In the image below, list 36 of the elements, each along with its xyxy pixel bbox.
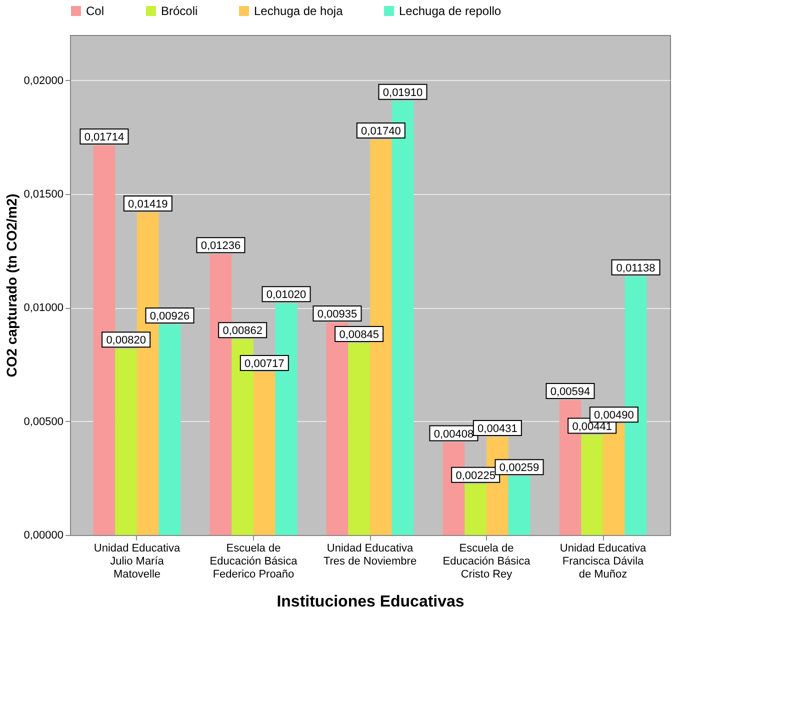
x-tick-label: Unidad Educativa Julio María Matovelle <box>94 542 181 580</box>
y-tick-label: 0,01500 <box>24 188 64 201</box>
data-label: 0,00490 <box>594 410 634 422</box>
y-tick-label: 0,00000 <box>24 530 64 542</box>
data-label: 0,00225 <box>456 470 496 482</box>
x-tick-label: Unidad Educativa Tres de Noviembre <box>323 542 417 568</box>
data-label: 0,01020 <box>266 289 306 302</box>
data-label: 0,00820 <box>106 334 146 347</box>
data-label: 0,00862 <box>222 325 262 338</box>
y-axis-title: CO2 capturado (tn CO2/m2) <box>4 194 20 378</box>
data-label: 0,01236 <box>200 240 241 252</box>
data-label: 0,01714 <box>84 131 124 144</box>
data-label: 0,00845 <box>339 328 379 341</box>
data-label: 0,00431 <box>478 423 518 436</box>
data-label: 0,00935 <box>317 308 358 320</box>
data-label: 0,00259 <box>499 462 540 474</box>
data-label: 0,01419 <box>128 198 168 210</box>
data-label: 0,00441 <box>572 420 612 433</box>
x-tick-label: Escuela de Educación Básica Federico Proaño <box>210 542 298 580</box>
data-label: 0,00408 <box>434 428 474 440</box>
legend-label: Lechuga de hoja <box>254 4 344 18</box>
x-tick-label: Unidad Educativa Francisca Dávila de Muñoz <box>560 542 647 580</box>
data-label: 0,01740 <box>361 126 401 138</box>
data-label: 0,01138 <box>616 262 656 274</box>
legend-label: Brócoli <box>161 4 198 18</box>
x-axis-title: Instituciones Educativas <box>276 594 464 610</box>
data-label: 0,00717 <box>244 358 284 370</box>
legend-label: Col <box>86 4 104 18</box>
x-tick-label: Escuela de Educación Básica Cristo Rey <box>442 542 532 580</box>
y-tick-label: 0,02000 <box>24 74 64 87</box>
data-label: 0,01910 <box>382 86 423 99</box>
y-tick-label: 0,01000 <box>24 302 64 314</box>
y-tick-label: 0,00500 <box>24 416 64 428</box>
legend-label: Lechuga de repollo <box>399 4 502 18</box>
data-label: 0,00594 <box>550 386 590 398</box>
data-label: 0,00926 <box>150 310 190 323</box>
